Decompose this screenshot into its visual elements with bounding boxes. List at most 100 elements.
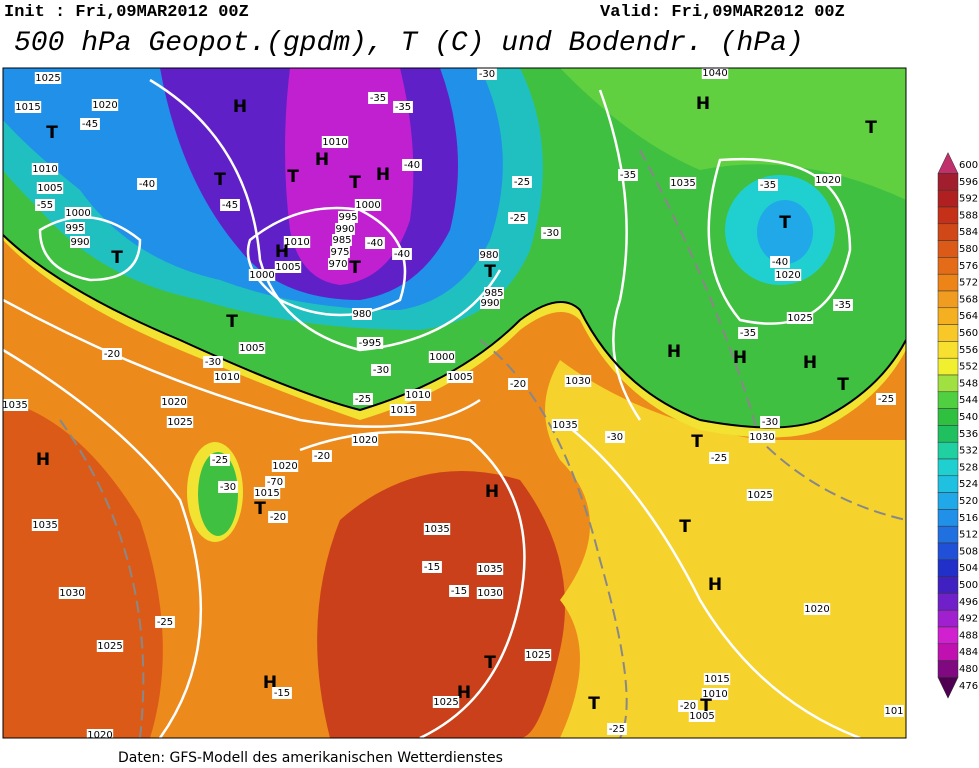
colorbar-swatch	[937, 206, 959, 225]
contour-label: 1020	[352, 435, 377, 446]
contour-label: 1005	[37, 183, 62, 194]
contour-label: -20	[314, 451, 330, 462]
contour-label: 1025	[525, 650, 550, 661]
pressure-center: T	[349, 258, 361, 278]
colorbar-swatch	[937, 559, 959, 577]
colorbar-swatch	[937, 576, 959, 594]
label-box	[365, 237, 385, 249]
colorbar-swatch	[937, 257, 959, 275]
contour-label: -25	[711, 453, 727, 464]
label-box	[746, 489, 774, 501]
label-box	[268, 511, 288, 523]
label-box	[213, 371, 241, 383]
label-box	[356, 337, 384, 349]
label-box	[678, 700, 698, 712]
contour-label: 990	[480, 298, 499, 309]
contour-label: -30	[762, 417, 778, 428]
contour-label: -30	[205, 357, 221, 368]
yellow-area	[545, 360, 906, 738]
label-box	[428, 351, 456, 363]
pressure-center: T	[691, 432, 703, 452]
contour-label: 980	[352, 309, 371, 320]
label-box	[353, 393, 373, 405]
label-box	[65, 222, 85, 234]
contour-label: 1005	[689, 711, 714, 722]
contour-label: 1035	[32, 520, 57, 531]
colorbar-label: 584	[959, 227, 978, 238]
contour-label: 1025	[433, 697, 458, 708]
colorbar-swatch	[937, 626, 959, 645]
contour-label: 1000	[429, 352, 454, 363]
colorbar-swatch	[937, 391, 959, 409]
pressure-center: H	[275, 242, 289, 262]
colorbar-label: 496	[959, 597, 978, 608]
label-box	[605, 431, 625, 443]
map-frame	[2, 67, 907, 739]
contour-label: 1000	[355, 200, 380, 211]
label-box	[876, 393, 896, 405]
pressure-center: H	[36, 450, 50, 470]
contour-label: 985	[484, 288, 503, 299]
pressure-center: H	[803, 353, 817, 373]
warm-area	[3, 400, 163, 738]
label-box	[551, 419, 579, 431]
colorbar-label: 520	[959, 496, 978, 507]
label-box	[35, 199, 55, 211]
label-box	[155, 616, 175, 628]
contour-label: -25	[510, 213, 526, 224]
colorbar-label: 528	[959, 462, 978, 473]
colorbar-swatch	[937, 374, 959, 393]
contour-label: -35	[760, 180, 776, 191]
label-box	[476, 563, 504, 575]
contour-label: 1025	[747, 490, 772, 501]
pressure-center: T	[254, 499, 266, 519]
colorbar-label: 596	[959, 177, 978, 188]
contour-label: -35	[370, 93, 386, 104]
label-box	[607, 723, 627, 735]
contour-label: 985	[332, 235, 351, 246]
contour-552	[3, 234, 906, 429]
isobar	[299, 430, 526, 738]
label-box	[91, 99, 119, 111]
pressure-center: T	[46, 123, 58, 143]
label-box	[274, 261, 302, 273]
label-box	[70, 236, 90, 248]
contour-label: -20	[510, 379, 526, 390]
pressure-center: H	[708, 575, 722, 595]
label-box	[335, 223, 355, 235]
contour-label: 1030	[565, 376, 590, 387]
label-box	[389, 404, 417, 416]
footer: Daten: GFS-Modell des amerikanischen Wet…	[118, 750, 503, 766]
contour-label: 1025	[35, 73, 60, 84]
label-box	[393, 101, 413, 113]
pressure-center: T	[111, 248, 123, 268]
contour-label: -15	[274, 688, 290, 699]
colorbar-swatch	[937, 593, 959, 611]
magenta-area	[285, 68, 414, 285]
colorbar-swatch	[937, 341, 959, 359]
pressure-center: T	[700, 696, 712, 716]
pressure-center: H	[233, 97, 247, 117]
colorbar-swatch	[937, 152, 959, 174]
contour-label: 970	[328, 259, 347, 270]
contour-label: -25	[878, 394, 894, 405]
colorbar-label: 576	[959, 261, 978, 272]
contour-label: 1000	[249, 270, 274, 281]
colorbar-label: 524	[959, 479, 978, 490]
contour-label: 980	[479, 250, 498, 261]
pressure-center: T	[226, 312, 238, 332]
colorbar-label: 588	[959, 210, 978, 221]
contour-label: 995	[338, 212, 357, 223]
label-box	[564, 375, 592, 387]
contour-label: -30	[373, 365, 389, 376]
label-box	[758, 179, 778, 191]
contour-label: -15	[424, 562, 440, 573]
contour-label: 1005	[239, 343, 264, 354]
pressure-center: T	[837, 375, 849, 395]
contour-label: 1020	[92, 100, 117, 111]
colorbar-swatch	[937, 223, 959, 241]
colorbar-swatch	[937, 458, 959, 477]
isobar	[707, 157, 852, 325]
colorbar-label: 480	[959, 664, 978, 675]
